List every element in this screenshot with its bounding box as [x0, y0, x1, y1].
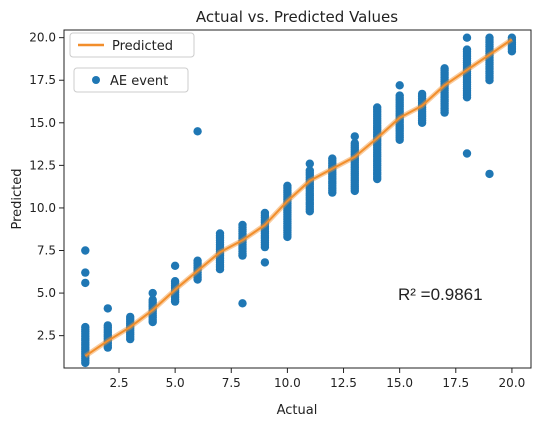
data-point — [485, 169, 494, 179]
data-point — [395, 91, 404, 100]
y-tick-label: 2.5 — [37, 329, 56, 343]
data-point — [260, 208, 270, 218]
y-tick-label: 20.0 — [29, 31, 56, 45]
data-point — [283, 181, 292, 190]
data-point — [81, 246, 90, 255]
legend-ae-event: AE event — [73, 67, 189, 93]
x-tick-label: 12.5 — [330, 376, 357, 390]
data-point — [148, 295, 157, 305]
data-point — [305, 166, 314, 175]
data-point — [126, 312, 135, 322]
scatter-points — [81, 33, 517, 368]
r-squared-annotation: R² =0.9861 — [398, 285, 483, 304]
legend-point-swatch — [92, 76, 100, 84]
y-tick-label: 17.5 — [29, 73, 56, 87]
data-point — [260, 258, 270, 267]
data-point — [485, 33, 494, 42]
y-axis-ticks: 2.5 5.0 7.5 10.0 12.5 15.0 17.5 20.0 — [29, 31, 64, 343]
y-tick-label: 7.5 — [37, 244, 56, 258]
data-point — [103, 304, 113, 313]
data-point — [462, 45, 472, 54]
data-point — [350, 132, 359, 141]
prediction-line — [83, 37, 514, 359]
data-point — [462, 149, 472, 158]
data-point — [170, 277, 180, 286]
y-tick-label: 10.0 — [29, 201, 56, 215]
data-point — [103, 321, 113, 330]
y-tick-label: 15.0 — [29, 116, 56, 130]
x-axis-ticks: 2.5 5.0 7.5 10.0 12.5 15.0 17.5 20.0 — [109, 368, 525, 390]
legend-box — [69, 32, 195, 58]
legend-label-ae-event: AE event — [110, 74, 168, 89]
x-tick-label: 5.0 — [166, 376, 185, 390]
y-axis-label: Predicted — [10, 168, 25, 229]
chart-title: Actual vs. Predicted Values — [196, 8, 398, 26]
data-point — [81, 322, 90, 332]
x-axis-label: Actual — [277, 403, 318, 418]
x-tick-label: 15.0 — [386, 376, 413, 390]
data-point — [305, 159, 314, 168]
data-point — [417, 89, 427, 99]
data-point — [238, 220, 247, 230]
data-point — [440, 64, 449, 73]
data-point — [170, 261, 180, 270]
data-point — [215, 229, 225, 238]
data-point — [350, 139, 359, 148]
x-tick-label: 10.0 — [274, 376, 301, 390]
x-tick-label: 2.5 — [109, 376, 128, 390]
x-tick-label: 7.5 — [222, 376, 241, 390]
data-point — [462, 33, 472, 42]
x-tick-label: 20.0 — [499, 376, 526, 390]
data-point — [395, 81, 404, 90]
data-point — [148, 288, 157, 298]
prediction-line-path — [84, 38, 513, 357]
data-point — [81, 278, 90, 288]
y-tick-label: 5.0 — [37, 286, 56, 300]
plot-frame — [63, 29, 532, 369]
data-point — [373, 103, 382, 112]
data-point — [238, 299, 247, 308]
x-tick-label: 17.5 — [442, 376, 469, 390]
data-point — [81, 268, 90, 277]
legend-box — [73, 67, 189, 93]
data-point — [193, 127, 202, 136]
legend-predicted: Predicted — [69, 32, 195, 58]
data-point — [328, 154, 337, 163]
data-point — [193, 256, 202, 265]
legend-label-predicted: Predicted — [112, 39, 173, 54]
y-tick-label: 12.5 — [29, 158, 56, 172]
